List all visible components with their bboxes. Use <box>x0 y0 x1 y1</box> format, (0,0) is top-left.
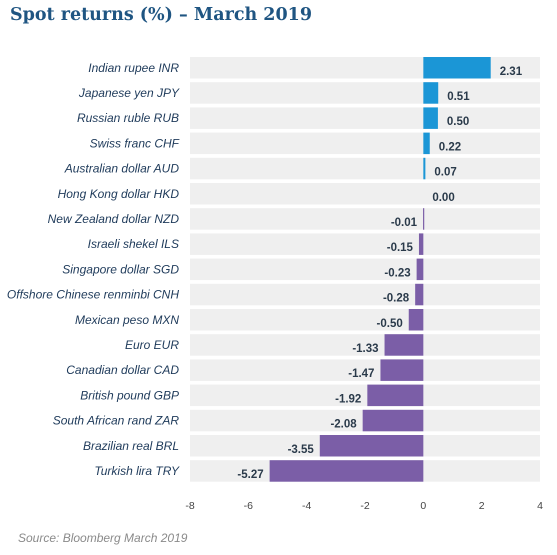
x-tick-label: -2 <box>360 500 369 512</box>
bar <box>416 258 424 281</box>
row-band <box>190 359 540 381</box>
category-label: Japanese yen JPY <box>78 86 180 100</box>
row-band <box>190 309 540 331</box>
row-band <box>190 258 540 281</box>
category-label: Israeli shekel ILS <box>88 237 179 251</box>
category-label: Indian rupee INR <box>88 61 179 75</box>
x-tick-label: -6 <box>244 500 253 512</box>
chart-title: Spot returns (%) – March 2019 <box>10 5 313 25</box>
value-label: 0.22 <box>439 141 461 153</box>
value-label: -1.92 <box>335 393 361 405</box>
value-label: -2.08 <box>330 419 357 431</box>
bar <box>319 435 424 457</box>
x-tick-label: 4 <box>537 500 543 512</box>
row-band <box>190 82 540 104</box>
category-label: Russian ruble RUB <box>77 111 179 125</box>
category-label: Hong Kong dollar HKD <box>58 187 180 201</box>
row-band <box>190 208 540 230</box>
category-labels: Indian rupee INR Japanese yen JPY Russian … <box>7 61 180 478</box>
value-labels: 2.31 0.51 0.50 0.22 0.07 0.00 -0.01 -0.15 -0.23 -… <box>237 66 522 481</box>
bar <box>269 460 424 482</box>
row-band <box>190 233 540 255</box>
bar <box>423 208 425 230</box>
value-label: 0.07 <box>434 167 456 179</box>
bar <box>380 359 424 381</box>
value-label: 0.50 <box>447 116 469 128</box>
value-label: -0.01 <box>391 217 418 229</box>
row-band <box>190 183 540 205</box>
bar <box>384 334 424 356</box>
category-label: Brazilian real BRL <box>83 439 179 453</box>
x-tick-label: 2 <box>479 500 485 512</box>
category-label: Euro EUR <box>125 338 179 352</box>
category-label: Singapore dollar SGD <box>62 262 179 276</box>
row-band <box>190 334 540 356</box>
row-band <box>190 384 540 407</box>
value-label: -0.23 <box>384 267 410 279</box>
category-label: New Zealand dollar NZD <box>48 212 180 226</box>
category-label: South African rand ZAR <box>53 414 180 428</box>
bar <box>423 82 439 104</box>
value-label: 0.00 <box>432 192 454 204</box>
value-label: -5.27 <box>237 469 263 481</box>
bar <box>367 384 424 407</box>
x-tick-label: 0 <box>420 500 426 512</box>
category-label: Swiss franc CHF <box>90 136 180 150</box>
value-label: -0.50 <box>377 318 403 330</box>
value-label: 2.31 <box>500 66 523 78</box>
bar <box>362 409 424 432</box>
value-label: -1.47 <box>348 368 374 380</box>
bar <box>408 309 424 331</box>
value-label: 0.51 <box>447 91 470 103</box>
bar <box>423 107 438 129</box>
category-label: Offshore Chinese renminbi CNH <box>7 288 179 302</box>
row-band <box>190 132 540 155</box>
category-label: Turkish lira TRY <box>94 464 180 478</box>
category-label: British pound GBP <box>80 388 179 402</box>
bar <box>423 132 430 155</box>
row-band <box>190 283 540 306</box>
category-label: Canadian dollar CAD <box>66 363 179 377</box>
bar <box>423 157 426 180</box>
row-band <box>190 107 540 129</box>
bars <box>269 57 491 482</box>
x-axis-ticks: -8 -6 -4 -2 0 2 4 <box>185 500 543 512</box>
category-label: Australian dollar AUD <box>64 162 180 176</box>
x-tick-label: -8 <box>185 500 194 512</box>
bar <box>415 283 424 306</box>
source-note: Source: Bloomberg March 2019 <box>18 531 188 545</box>
value-label: -3.55 <box>288 444 315 456</box>
category-label: Mexican peso MXN <box>75 313 179 327</box>
value-label: -0.15 <box>387 242 414 254</box>
value-label: -0.28 <box>383 293 410 305</box>
bar <box>423 57 491 79</box>
bar <box>418 233 424 255</box>
x-tick-label: -4 <box>302 500 311 512</box>
value-label: -1.33 <box>352 343 378 355</box>
row-band <box>190 157 540 180</box>
